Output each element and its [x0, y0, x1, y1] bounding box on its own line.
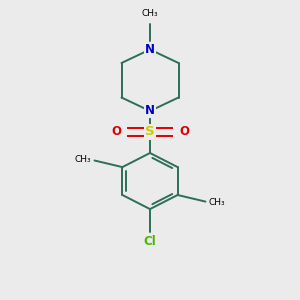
Text: O: O [179, 125, 189, 139]
Text: Cl: Cl [144, 235, 156, 248]
Text: S: S [145, 125, 155, 139]
Text: O: O [111, 125, 121, 139]
Text: CH₃: CH₃ [142, 9, 158, 18]
Text: N: N [145, 43, 155, 56]
Text: CH₃: CH₃ [208, 198, 225, 207]
Text: N: N [145, 104, 155, 118]
Text: CH₃: CH₃ [75, 154, 92, 164]
